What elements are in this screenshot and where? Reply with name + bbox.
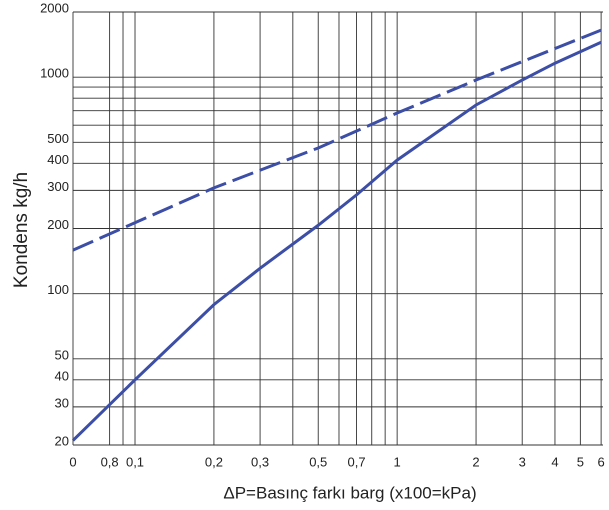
y-tick-label: 40: [55, 368, 69, 383]
y-tick-label: 300: [47, 179, 69, 194]
x-tick-label: 0,8: [101, 454, 119, 469]
y-axis-label: Kondens kg/h: [11, 172, 32, 288]
x-tick-label: 5: [577, 454, 584, 469]
y-tick-label: 200: [47, 217, 69, 232]
y-tick-label: 50: [55, 347, 69, 362]
x-tick-label: 0,3: [251, 454, 269, 469]
y-tick-label: 30: [55, 395, 69, 410]
x-tick-label: 2: [472, 454, 479, 469]
y-tick-label: 1000: [40, 66, 69, 81]
x-tick-label: 4: [551, 454, 558, 469]
y-tick-label: 100: [47, 282, 69, 297]
x-tick-label: 0,1: [126, 454, 144, 469]
x-tick-label: 0,7: [347, 454, 365, 469]
y-tick-label: 400: [47, 152, 69, 167]
solid-line: [71, 40, 602, 442]
x-tick-label: 0,5: [309, 454, 327, 469]
x-tick-label: 0,2: [205, 454, 223, 469]
x-tick-label: 3: [519, 454, 526, 469]
x-tick-label: 1: [394, 454, 401, 469]
dashed-line: [72, 28, 602, 252]
y-tick-label: 20: [55, 433, 69, 448]
x-tick-label: 6: [598, 454, 605, 469]
y-tick-label: 2000: [40, 0, 69, 15]
y-tick-label: 500: [47, 131, 69, 146]
x-tick-label: 0: [69, 454, 76, 469]
x-axis-label: ΔP=Basınç farkı barg (x100=kPa): [223, 483, 476, 502]
